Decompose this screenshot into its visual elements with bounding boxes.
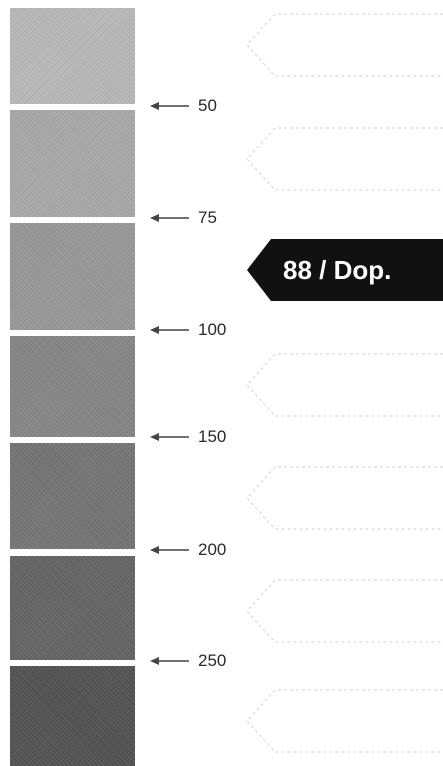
scale-value-label: 150 bbox=[198, 427, 227, 446]
scale-value-label: 50 bbox=[198, 96, 217, 115]
empty-flag-outline bbox=[246, 127, 443, 191]
grey-swatch bbox=[10, 223, 135, 330]
arrow-left-icon bbox=[150, 546, 189, 554]
scale-mark: 50 bbox=[150, 96, 217, 116]
arrow-left-icon bbox=[150, 214, 189, 222]
empty-flag-outline bbox=[246, 466, 443, 530]
scale-value-label: 200 bbox=[198, 540, 227, 559]
scale-mark: 250 bbox=[150, 651, 226, 671]
scale-mark: 200 bbox=[150, 540, 226, 560]
empty-flag-outline bbox=[246, 13, 443, 77]
scale-value-label: 250 bbox=[198, 651, 227, 670]
arrow-left-icon bbox=[150, 102, 189, 110]
empty-flag-outline bbox=[246, 689, 443, 753]
grey-swatch bbox=[10, 443, 135, 549]
arrow-left-icon bbox=[150, 657, 189, 665]
flag-shape bbox=[247, 239, 443, 301]
selected-value-label: 88 / Dop. bbox=[283, 255, 392, 285]
scale-value-label: 100 bbox=[198, 320, 227, 339]
grey-swatch bbox=[10, 8, 135, 104]
grey-swatch bbox=[10, 556, 135, 660]
arrow-left-icon bbox=[150, 326, 189, 334]
empty-flag-outline bbox=[246, 353, 443, 417]
arrow-left-icon bbox=[150, 433, 189, 441]
scale-value-label: 75 bbox=[198, 208, 217, 227]
scale-mark: 100 bbox=[150, 320, 226, 340]
empty-flag-outline bbox=[246, 579, 443, 643]
selected-value-flag: 88 / Dop. bbox=[247, 239, 443, 301]
grey-swatch bbox=[10, 336, 135, 437]
grey-swatch bbox=[10, 666, 135, 766]
grey-swatch bbox=[10, 110, 135, 217]
scale-mark: 150 bbox=[150, 427, 226, 447]
scale-mark: 75 bbox=[150, 208, 217, 228]
